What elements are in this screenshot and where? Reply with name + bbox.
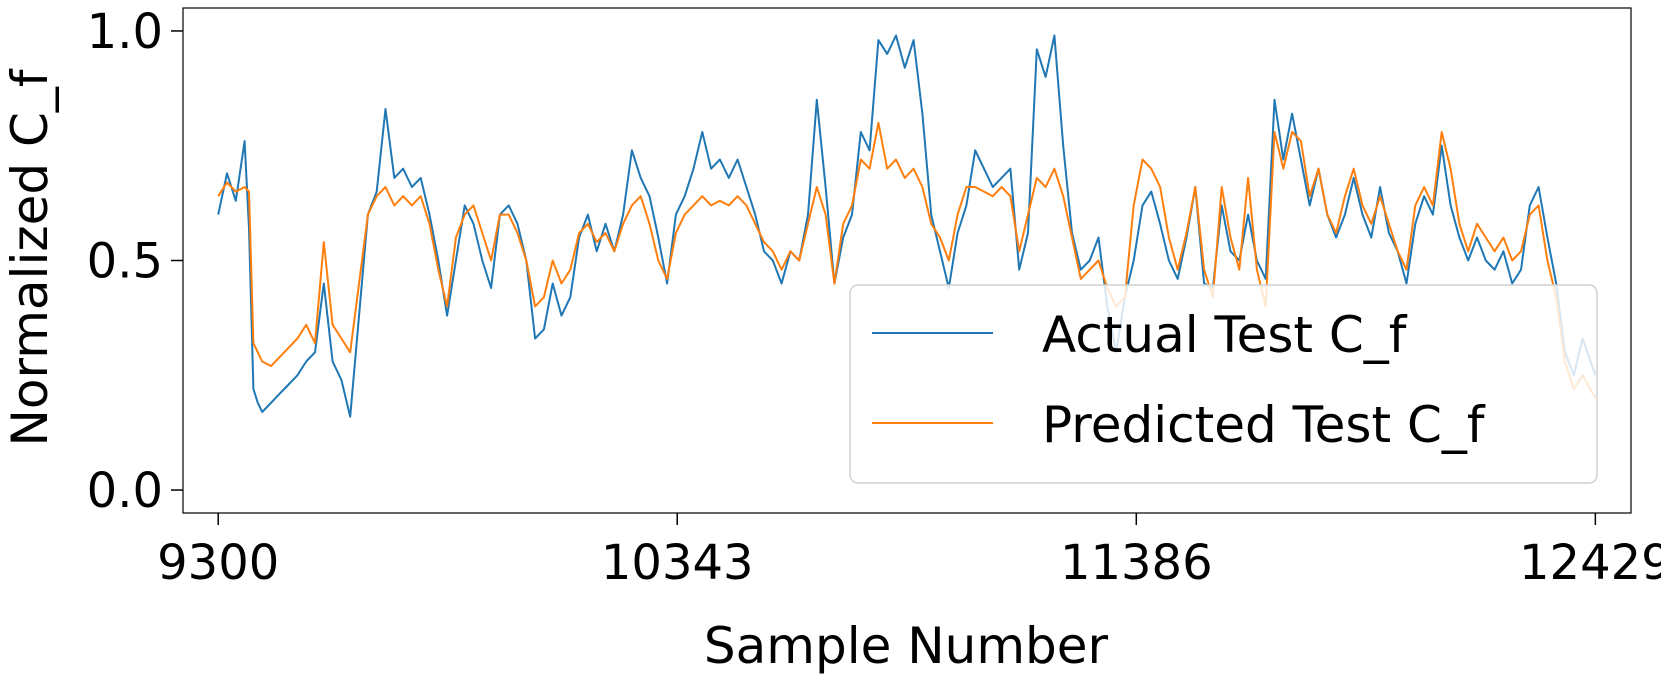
- x-tick-label: 9300: [157, 535, 279, 591]
- x-axis-label: Sample Number: [704, 617, 1109, 675]
- legend-label-actual: Actual Test C_f: [1042, 306, 1408, 364]
- series-line-predicted: [217, 121, 1597, 399]
- legend: Actual Test C_f Predicted Test C_f: [849, 284, 1598, 484]
- y-tick-label: 1.0: [87, 4, 163, 60]
- x-tick-label: 12429: [1519, 535, 1661, 591]
- y-tick-label: 0.5: [87, 234, 163, 290]
- y-axis-label: Normalized C_f: [1, 68, 59, 446]
- x-tick-label: 10343: [601, 535, 754, 591]
- legend-label-predicted: Predicted Test C_f: [1042, 396, 1486, 454]
- legend-frame: [849, 284, 1598, 484]
- x-tick-label: 11386: [1060, 535, 1213, 591]
- y-tick-label: 0.0: [87, 463, 163, 519]
- series-line-actual: [217, 34, 1597, 418]
